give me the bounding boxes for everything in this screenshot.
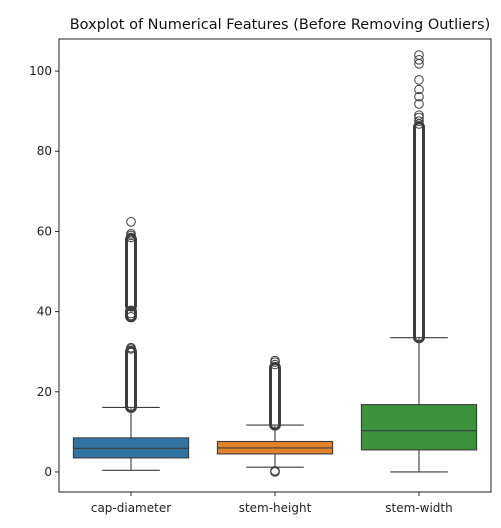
- box-stem-width: [360, 50, 478, 473]
- outlier-point-cap-diameter-2: [126, 312, 136, 322]
- x-axis: cap-diameter stem-height stem-width: [91, 492, 453, 515]
- y-tick-label-60: 60: [37, 224, 52, 238]
- y-tick-label-0: 0: [44, 465, 52, 479]
- outlier-band-cap-diameter-2: [125, 233, 137, 312]
- outlier-point-cap-diameter-6: [126, 229, 136, 239]
- box-stem-height: [216, 355, 334, 477]
- outlier-point-stem-width-4: [414, 99, 424, 109]
- plot-area: [58, 38, 492, 493]
- outlier-point-stem-width-3: [414, 110, 424, 120]
- chart-title: Boxplot of Numerical Features (Before Re…: [70, 17, 491, 33]
- y-tick-label-40: 40: [37, 305, 52, 319]
- outlier-point-stem-height-2: [270, 465, 280, 476]
- outlier-point-cap-diameter-1: [126, 342, 136, 353]
- outlier-point-stem-width-10: [414, 50, 424, 60]
- outlier-point-stem-height-5: [270, 355, 280, 366]
- outlier-band-stem-height-0: [269, 361, 281, 431]
- outlier-band-stem-width-0: [413, 121, 425, 344]
- outlier-point-stem-height-3: [270, 359, 280, 370]
- iqr-box-stem-width: [360, 404, 478, 451]
- y-tick-label-100: 100: [29, 64, 52, 78]
- outlier-point-stem-width-9: [414, 55, 424, 65]
- y-axis: 0 20 40 60 80 100: [29, 64, 59, 479]
- outlier-point-cap-diameter-7: [126, 217, 136, 227]
- outlier-point-stem-width-2: [414, 112, 424, 123]
- y-tick-label-80: 80: [37, 144, 52, 158]
- x-tick-label-stem-height: stem-height: [239, 501, 312, 515]
- outlier-point-stem-width-1: [414, 116, 424, 126]
- y-tick-label-20: 20: [37, 385, 52, 399]
- box-cap-diameter: [72, 217, 190, 471]
- outlier-point-cap-diameter-3: [126, 308, 136, 319]
- x-tick-label-stem-width: stem-width: [385, 501, 452, 515]
- outlier-point-stem-width-6: [414, 84, 424, 95]
- outlier-band-cap-diameter-0: [125, 345, 137, 414]
- x-tick-label-cap-diameter: cap-diameter: [91, 501, 171, 515]
- outlier-point-stem-width-7: [414, 75, 424, 85]
- outlier-point-stem-width-5: [414, 91, 424, 102]
